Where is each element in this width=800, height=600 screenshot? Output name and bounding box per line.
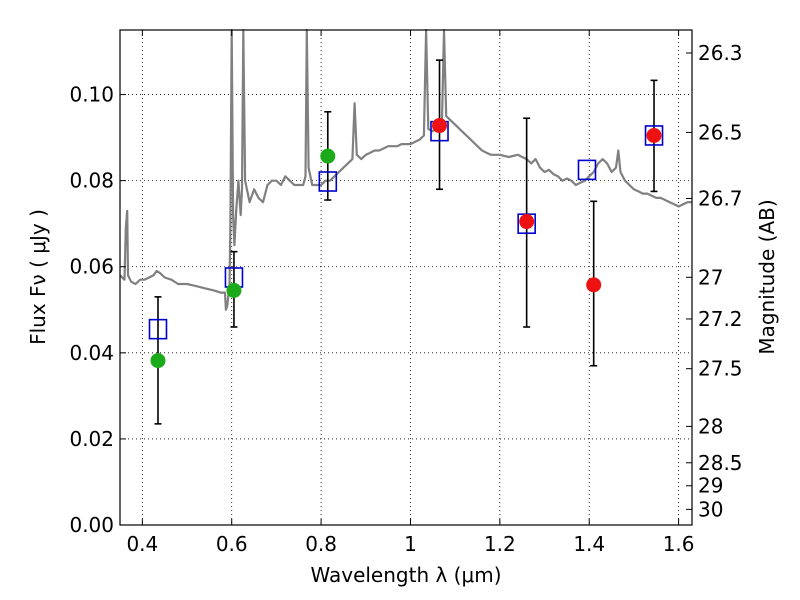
- model-square: [577, 159, 597, 181]
- y-tick-label: 0.06: [69, 255, 114, 279]
- model-square: [148, 318, 168, 340]
- model-square: [318, 171, 338, 192]
- magnitude-tick-label: 26.5: [698, 120, 743, 144]
- y-axis-label: Flux Fν ( μJy ): [26, 209, 50, 345]
- photometry-circles: [150, 118, 662, 369]
- y-tick-label: 0.08: [69, 169, 114, 193]
- x-tick-label: 1: [404, 532, 417, 556]
- magnitude-tick-label: 30: [698, 497, 723, 521]
- magnitude-tick-label: 27: [698, 265, 723, 289]
- x-tick-label: 1.4: [573, 532, 605, 556]
- y-tick-label: 0.04: [69, 341, 114, 365]
- y-tick-label: 0.02: [69, 427, 114, 451]
- data-point: [519, 214, 535, 230]
- data-point: [646, 127, 662, 143]
- x-tick-label: 1.2: [484, 532, 516, 556]
- x-axis-label: Wavelength λ (μm): [310, 563, 501, 587]
- magnitude-tick-label: 27.2: [698, 307, 743, 331]
- magnitude-tick-label: 27.5: [698, 357, 743, 381]
- data-point: [150, 353, 166, 369]
- spectrum-line: [119, 28, 692, 311]
- magnitude-tick-label: 26.3: [698, 41, 743, 65]
- x-tick-label: 0.4: [126, 532, 158, 556]
- magnitude-tick-label: 26.7: [698, 186, 743, 210]
- model-square: [644, 125, 664, 146]
- data-point: [586, 277, 602, 293]
- grid-lines: [120, 30, 692, 526]
- magnitude-tick-label: 28: [698, 414, 723, 438]
- plot-frame: [119, 29, 693, 526]
- magnitude-tick-label: 28.5: [698, 451, 743, 475]
- data-point: [432, 118, 448, 134]
- x-tick-label: 1.6: [663, 532, 695, 556]
- model-spectrum: [119, 28, 692, 311]
- x-axis-ticks: 0.4 0.6 0.8 1 1.2 1.4 1.6: [126, 30, 695, 556]
- data-point: [226, 282, 242, 298]
- magnitude-tick-label: 29: [698, 474, 723, 498]
- y-tick-label: 0.00: [69, 513, 114, 537]
- magnitude-axis-label: Magnitude (AB): [755, 199, 779, 354]
- x-tick-label: 0.6: [216, 532, 248, 556]
- y-axis-ticks: 0.00 0.02 0.04 0.06 0.08 0.10: [69, 83, 126, 537]
- y-tick-label: 0.10: [69, 83, 114, 107]
- data-point: [320, 148, 336, 164]
- x-tick-label: 0.8: [305, 532, 337, 556]
